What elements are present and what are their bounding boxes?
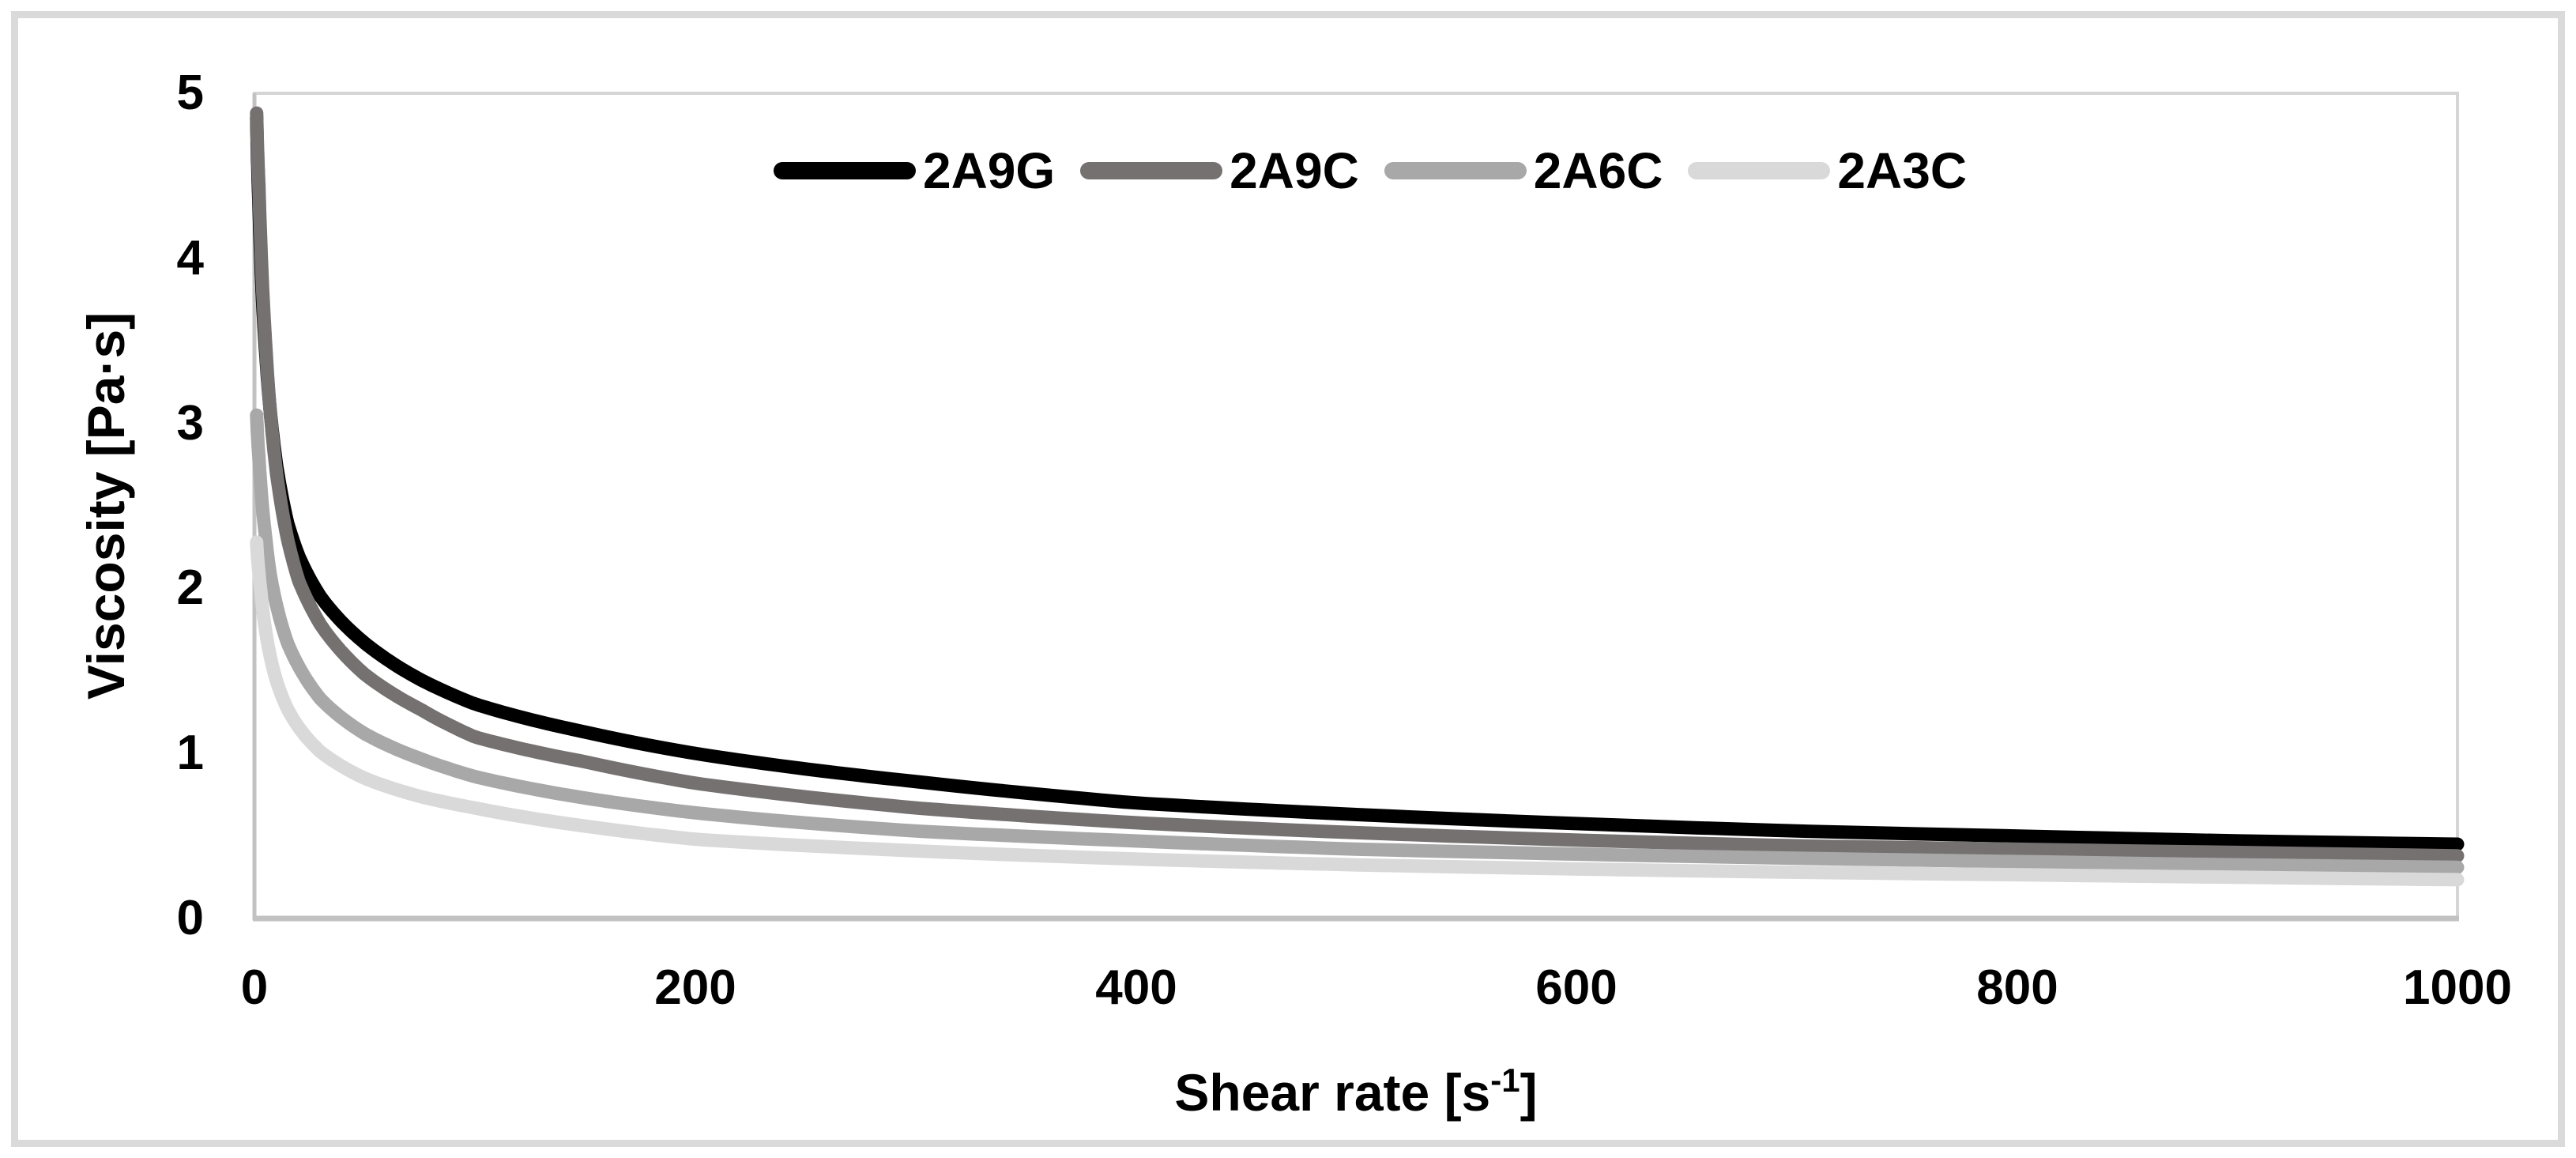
legend-label-2a9c: 2A9C (1230, 142, 1359, 199)
legend-line-sample-2a9c (1080, 162, 1223, 179)
legend-entry-2a9g: 2A9G (773, 141, 1080, 200)
series-line-2a6c (250, 408, 2465, 874)
x-axis-title: Shear rate [s-1] (1174, 1062, 1537, 1122)
series-line-2a9c (250, 106, 2465, 863)
legend-label-2a6c: 2A6C (1533, 142, 1663, 199)
figure-border (11, 11, 2565, 1147)
x-axis-title-end: ] (1520, 1063, 1538, 1122)
legend-entry-2a6c: 2A6C (1384, 141, 1689, 200)
series-line-2a9g (250, 111, 2465, 851)
x-tick-label-400: 400 (1095, 960, 1177, 1015)
x-tick-label-1000: 1000 (2403, 960, 2512, 1015)
x-tick-label-200: 200 (654, 960, 736, 1015)
y-tick-label-1: 1 (176, 726, 204, 780)
y-tick-label-0: 0 (176, 891, 204, 945)
y-tick-label-2: 2 (176, 560, 204, 615)
x-tick-label-800: 800 (1976, 960, 2058, 1015)
legend-entry-2a9c: 2A9C (1080, 141, 1384, 200)
y-tick-label-4: 4 (176, 231, 204, 285)
legend-label-2a9g: 2A9G (922, 142, 1056, 199)
x-tick-label-0: 0 (240, 960, 269, 1015)
legend-line-sample-2a9g (773, 162, 916, 179)
legend-line-sample-2a3c (1688, 162, 1831, 179)
x-axis-title-superscript: -1 (1490, 1062, 1520, 1099)
x-axis-title-main: Shear rate [s (1174, 1063, 1491, 1122)
legend-entry-2a3c: 2A3C (1688, 141, 1967, 200)
series-line-2a3c (250, 535, 2465, 887)
legend-line-sample-2a6c (1384, 162, 1527, 179)
y-tick-label-3: 3 (176, 396, 204, 451)
legend-label-2a3c: 2A3C (1837, 142, 1968, 199)
y-tick-label-5: 5 (176, 66, 204, 120)
y-axis-title: Viscosity [Pa·s] (77, 311, 135, 700)
x-tick-label-600: 600 (1535, 960, 1618, 1015)
chart-legend: 2A9G 2A9C 2A6C 2A3C (773, 139, 1967, 202)
